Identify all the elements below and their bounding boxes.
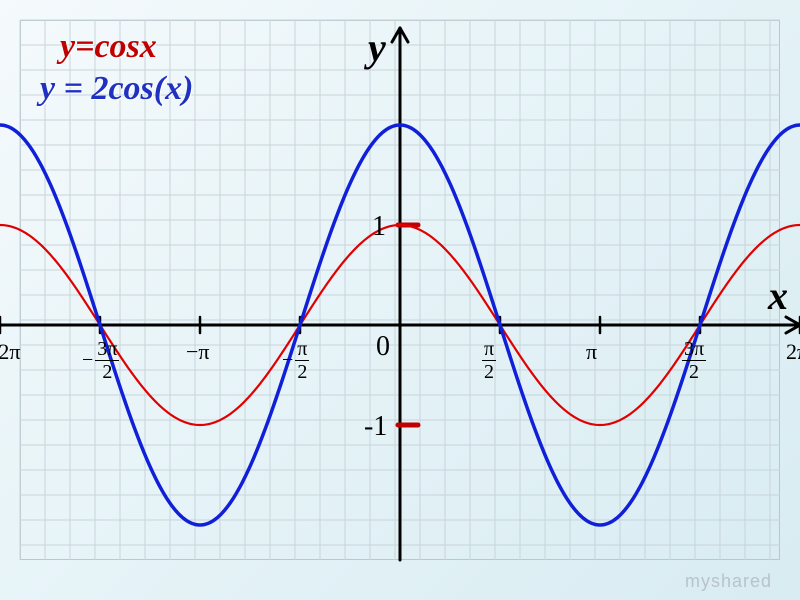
series-label-2cosx: y = 2cos(x) [40,70,193,108]
axis-tick-label: 1 [372,211,386,243]
axis-tick-label: 0 [376,331,390,363]
x-axis-label: x [768,272,788,319]
axis-tick-label: -1 [364,411,387,443]
axis-tick-label: −2π [0,339,21,365]
axis-tick-label: 3π2 [682,339,706,382]
axis-tick-label: π2 [482,339,496,382]
watermark: myshared [685,571,772,592]
series-label-cosx: y=cosx [60,28,157,66]
axis-tick-label: −3π2 [82,339,119,382]
axis-tick-label: π [586,339,597,365]
axis-tick-label: 2π [786,339,800,365]
axis-tick-label: −π [186,339,210,365]
axis-tick-label: −π2 [282,339,309,382]
y-axis-label: y [368,24,386,71]
